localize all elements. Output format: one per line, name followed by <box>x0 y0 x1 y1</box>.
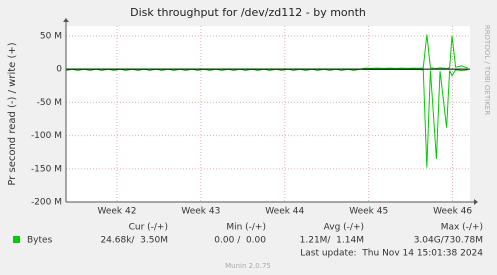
legend-header: Max (-/+) <box>441 223 483 233</box>
footer: Munin 2.0.75 <box>225 262 271 270</box>
y-tick-label: -200 M <box>31 198 62 208</box>
x-tick-label: Week 43 <box>181 207 220 217</box>
axis-arrow <box>63 18 69 22</box>
y-axis-label: Pr second read (-) / write (+) <box>7 42 18 185</box>
legend-value: 0.00 / 0.00 <box>214 236 266 246</box>
legend-label: Bytes <box>27 236 53 246</box>
plot-area <box>66 26 470 202</box>
legend-header: Min (-/+) <box>226 223 266 233</box>
last-update: Last update: Thu Nov 14 15:01:38 2024 <box>300 249 483 259</box>
axis-arrow <box>474 199 478 205</box>
legend-value: 3.04G/730.78M <box>414 236 483 246</box>
x-tick-label: Week 45 <box>349 207 388 217</box>
legend-value: 1.21M/ 1.14M <box>300 236 364 246</box>
x-tick-label: Week 42 <box>97 207 136 217</box>
legend-header: Cur (-/+) <box>129 223 168 233</box>
y-tick-label: -150 M <box>31 164 62 174</box>
y-tick-label: -50 M <box>37 98 62 108</box>
chart-title: Disk throughput for /dev/zd112 - by mont… <box>130 6 366 19</box>
side-label: RRDTOOL / TOBI OETIKER <box>483 25 491 115</box>
legend-swatch <box>13 236 20 243</box>
x-tick-label: Week 46 <box>433 207 472 217</box>
y-tick-label: 50 M <box>40 31 62 41</box>
legend-header: Avg (-/+) <box>324 223 364 233</box>
x-tick-label: Week 44 <box>265 207 304 217</box>
y-tick-label: 0 <box>56 65 62 75</box>
y-tick-label: -100 M <box>31 131 62 141</box>
legend-value: 24.68k/ 3.50M <box>100 236 168 246</box>
